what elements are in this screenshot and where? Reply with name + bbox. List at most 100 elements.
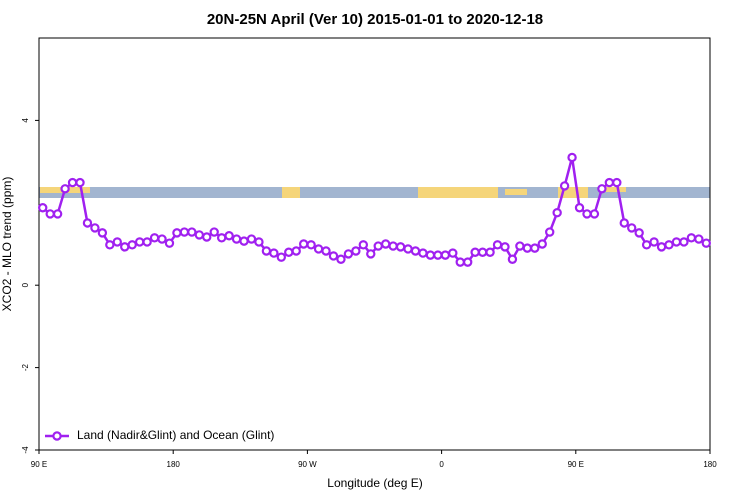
x-tick-label: 90 E (568, 460, 584, 469)
data-point (373, 241, 383, 251)
data-point (351, 246, 361, 256)
data-point (52, 209, 63, 219)
y-axis-label: XCO2 - MLO trend (ppm) (0, 177, 14, 312)
data-point (90, 223, 100, 233)
data-point (418, 248, 428, 258)
data-point (164, 238, 175, 248)
data-point (276, 252, 287, 262)
data-point (671, 237, 682, 247)
data-point (134, 237, 145, 247)
data-point (231, 234, 242, 244)
data-point (306, 240, 316, 250)
data-point (67, 177, 78, 188)
land-band (505, 189, 527, 195)
x-tick-label: 90 W (298, 460, 317, 469)
data-point (97, 228, 108, 238)
data-point (686, 233, 697, 243)
data-point (224, 231, 234, 241)
data-point (485, 247, 495, 257)
data-point (388, 241, 398, 251)
data-point (127, 240, 137, 250)
data-point (433, 250, 443, 260)
data-point (515, 241, 525, 251)
data-point (567, 152, 577, 163)
data-point (60, 184, 70, 194)
data-point (522, 243, 533, 253)
x-tick-label: 90 E (31, 460, 47, 469)
data-point (679, 237, 689, 247)
data-point (477, 247, 488, 257)
data-point (358, 240, 369, 250)
data-point (179, 227, 190, 237)
x-tick-label: 180 (703, 460, 717, 469)
data-point (254, 237, 264, 247)
data-point (216, 233, 227, 243)
data-point (105, 240, 115, 250)
data-point (448, 248, 458, 258)
data-point (202, 232, 212, 242)
data-point (112, 237, 122, 247)
legend-label: Land (Nadir&Glint) and Ocean (Glint) (77, 428, 274, 442)
data-point (440, 250, 451, 260)
data-point (701, 238, 711, 248)
data-point (634, 228, 644, 238)
data-point (45, 209, 55, 219)
y-tick-label: -2 (21, 363, 30, 371)
data-point (269, 248, 279, 258)
data-point (284, 247, 294, 257)
land-band (558, 187, 588, 198)
data-point (597, 184, 607, 194)
data-point (664, 240, 674, 250)
data-point (142, 237, 152, 247)
data-point (75, 177, 85, 188)
y-tick-label: -4 (21, 446, 30, 454)
data-point (589, 209, 600, 219)
data-point (604, 177, 615, 188)
data-point (366, 249, 376, 259)
data-point (172, 228, 182, 238)
data-point (343, 249, 354, 259)
land-band (282, 187, 300, 198)
data-point (157, 234, 167, 244)
data-point (291, 246, 301, 256)
data-point (552, 207, 562, 218)
data-point (194, 230, 204, 240)
data-point (537, 239, 547, 249)
land-ocean-strip (39, 187, 710, 198)
data-point (619, 218, 629, 228)
data-point (627, 223, 637, 233)
ocean-band (39, 187, 710, 198)
data-point (298, 239, 309, 249)
data-point (395, 242, 406, 252)
data-point (187, 227, 197, 237)
data-point (410, 246, 421, 256)
data-point (209, 227, 219, 237)
data-point (656, 242, 667, 252)
data-point (574, 203, 585, 213)
data-point (38, 203, 48, 213)
data-point (500, 242, 510, 252)
data-point (455, 257, 465, 267)
data-point (336, 254, 346, 264)
data-point (313, 244, 324, 254)
data-point (239, 236, 249, 246)
data-point (321, 246, 331, 256)
y-tick-label: 0 (21, 282, 30, 287)
data-point (507, 254, 518, 264)
data-point (582, 209, 592, 219)
data-point (380, 239, 391, 249)
data-point (328, 251, 339, 261)
x-tick-label: 0 (439, 460, 444, 469)
data-point (612, 177, 622, 188)
y-tick-label: 4 (21, 118, 30, 123)
legend-swatch-point (52, 431, 62, 441)
data-point (641, 240, 652, 250)
data-point (261, 246, 272, 256)
data-point (694, 234, 704, 244)
x-tick-label: 180 (167, 460, 181, 469)
data-point (149, 233, 160, 243)
data-point (462, 257, 473, 267)
data-point (403, 244, 413, 254)
data-point (492, 240, 503, 250)
